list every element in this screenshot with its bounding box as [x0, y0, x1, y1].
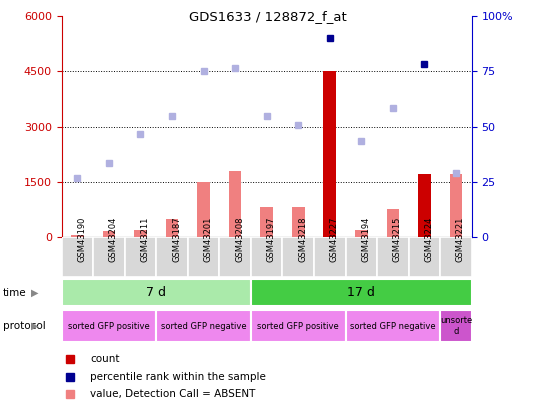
Text: sorted GFP negative: sorted GFP negative — [161, 322, 247, 330]
Text: sorted GFP negative: sorted GFP negative — [350, 322, 436, 330]
Bar — [229, 171, 241, 237]
Text: protocol: protocol — [3, 321, 46, 331]
Text: count: count — [91, 354, 120, 364]
FancyBboxPatch shape — [219, 237, 251, 277]
FancyBboxPatch shape — [251, 279, 472, 306]
FancyBboxPatch shape — [62, 310, 157, 343]
Text: GSM43227: GSM43227 — [330, 216, 339, 262]
FancyBboxPatch shape — [346, 237, 377, 277]
Bar — [134, 230, 147, 237]
FancyBboxPatch shape — [377, 237, 408, 277]
Text: GSM43211: GSM43211 — [140, 216, 150, 262]
Bar — [323, 71, 336, 237]
Text: GSM43201: GSM43201 — [204, 216, 213, 262]
Text: GSM43224: GSM43224 — [425, 216, 434, 262]
Text: 7 d: 7 d — [146, 286, 166, 299]
Bar — [355, 230, 368, 237]
FancyBboxPatch shape — [93, 237, 125, 277]
Bar — [418, 175, 431, 237]
Bar — [197, 182, 210, 237]
Text: time: time — [3, 288, 26, 298]
Text: unsorte
d: unsorte d — [440, 316, 472, 336]
Text: sorted GFP positive: sorted GFP positive — [68, 322, 150, 330]
Bar — [260, 207, 273, 237]
Text: value, Detection Call = ABSENT: value, Detection Call = ABSENT — [91, 390, 256, 399]
Text: GSM43187: GSM43187 — [172, 216, 181, 262]
Bar — [292, 207, 304, 237]
Text: GSM43204: GSM43204 — [109, 216, 118, 262]
Bar — [166, 219, 178, 237]
Text: sorted GFP positive: sorted GFP positive — [257, 322, 339, 330]
Bar — [386, 209, 399, 237]
Bar — [103, 231, 115, 237]
FancyBboxPatch shape — [157, 237, 188, 277]
FancyBboxPatch shape — [282, 237, 314, 277]
FancyBboxPatch shape — [408, 237, 440, 277]
FancyBboxPatch shape — [62, 279, 251, 306]
Text: GSM43208: GSM43208 — [235, 216, 244, 262]
Text: GSM43218: GSM43218 — [298, 216, 307, 262]
FancyBboxPatch shape — [314, 237, 346, 277]
FancyBboxPatch shape — [157, 310, 251, 343]
Text: GSM43215: GSM43215 — [393, 216, 402, 262]
FancyBboxPatch shape — [188, 237, 219, 277]
Text: ▶: ▶ — [31, 288, 39, 298]
Text: GSM43194: GSM43194 — [361, 216, 370, 262]
Text: GSM43197: GSM43197 — [267, 216, 276, 262]
Text: GSM43190: GSM43190 — [77, 216, 86, 262]
FancyBboxPatch shape — [346, 310, 440, 343]
Text: 17 d: 17 d — [347, 286, 375, 299]
FancyBboxPatch shape — [251, 237, 282, 277]
Text: ▶: ▶ — [31, 321, 39, 331]
Text: percentile rank within the sample: percentile rank within the sample — [91, 372, 266, 382]
FancyBboxPatch shape — [62, 237, 93, 277]
FancyBboxPatch shape — [440, 310, 472, 343]
Bar — [450, 175, 462, 237]
FancyBboxPatch shape — [251, 310, 346, 343]
Bar — [71, 235, 84, 237]
FancyBboxPatch shape — [440, 237, 472, 277]
Text: GDS1633 / 128872_f_at: GDS1633 / 128872_f_at — [189, 10, 347, 23]
FancyBboxPatch shape — [125, 237, 157, 277]
Text: GSM43221: GSM43221 — [456, 216, 465, 262]
